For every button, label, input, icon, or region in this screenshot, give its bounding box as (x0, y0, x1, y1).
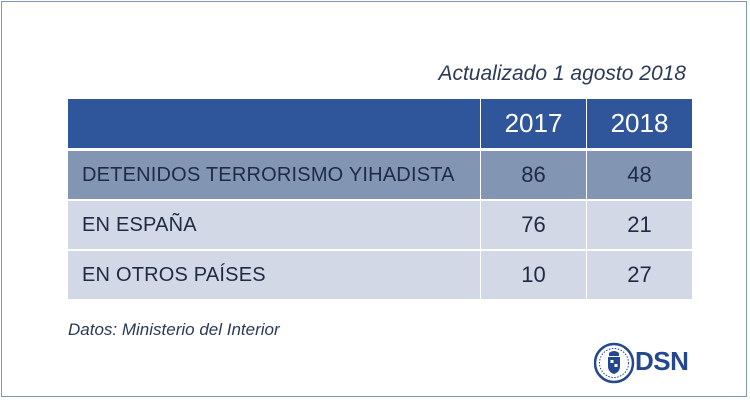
coat-of-arms-seal-icon (594, 342, 635, 384)
data-cell: 86 (480, 151, 586, 201)
header-cell-2018: 2018 (586, 99, 692, 151)
data-cell: 76 (480, 201, 586, 251)
row-label: EN ESPAÑA (68, 201, 480, 251)
table-row-spain: EN ESPAÑA 76 21 (68, 201, 692, 251)
detentions-table: 2017 2018 DETENIDOS TERRORISMO YIHADISTA… (68, 99, 692, 301)
data-cell: 10 (480, 251, 586, 301)
data-cell: 27 (586, 251, 692, 301)
table-row-other-countries: EN OTROS PAÍSES 10 27 (68, 251, 692, 301)
table-header-row: 2017 2018 (68, 99, 692, 151)
row-label: DETENIDOS TERRORISMO YIHADISTA (68, 151, 480, 201)
source-note: Datos: Ministerio del Interior (68, 320, 280, 339)
data-cell: 21 (586, 201, 692, 251)
row-label: EN OTROS PAÍSES (68, 251, 480, 301)
header-cell-empty (68, 99, 480, 151)
logo-text: DSN (635, 346, 689, 376)
updated-date: Actualizado 1 agosto 2018 (438, 62, 686, 85)
data-cell: 48 (586, 151, 692, 201)
header-cell-2017: 2017 (480, 99, 586, 151)
table-row-total: DETENIDOS TERRORISMO YIHADISTA 86 48 (68, 151, 692, 201)
